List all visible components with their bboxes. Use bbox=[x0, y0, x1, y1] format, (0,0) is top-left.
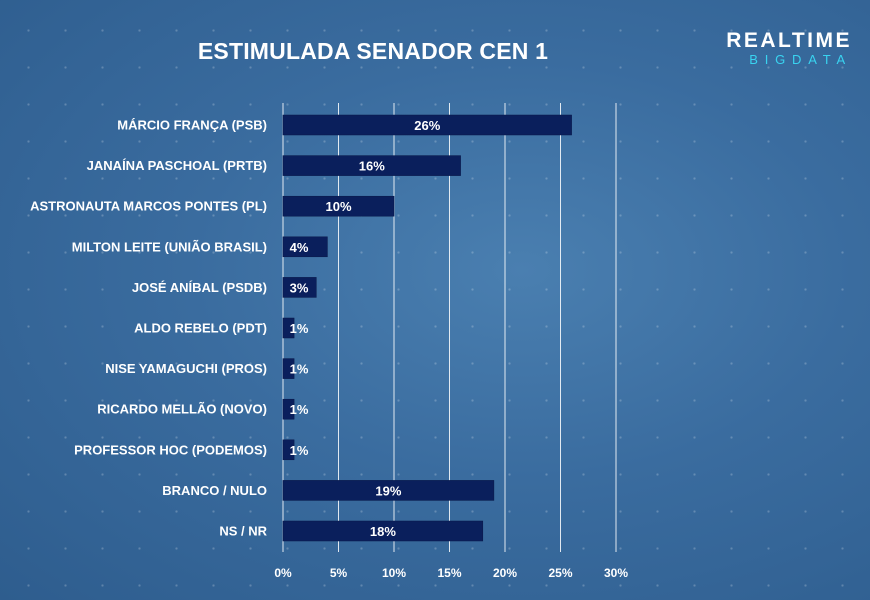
x-tick-label: 15% bbox=[437, 566, 461, 580]
value-label: 4% bbox=[290, 240, 309, 255]
bar bbox=[282, 236, 328, 258]
value-label: 1% bbox=[290, 402, 309, 417]
logo-line1: REALTIME bbox=[726, 29, 852, 52]
bar bbox=[282, 439, 295, 461]
value-label: 26% bbox=[414, 118, 440, 133]
category-label: MILTON LEITE (UNIÃO BRASIL) bbox=[72, 239, 267, 254]
x-tick-label: 0% bbox=[274, 566, 292, 580]
realtime-bigdata-logo: REALTIME BIGDATA bbox=[726, 30, 852, 67]
x-tick-label: 25% bbox=[548, 566, 572, 580]
value-label: 1% bbox=[290, 321, 309, 336]
bar bbox=[282, 114, 572, 136]
value-label: 18% bbox=[370, 524, 396, 539]
bar bbox=[282, 520, 484, 542]
category-label: PROFESSOR HOC (PODEMOS) bbox=[74, 442, 267, 457]
bar bbox=[282, 155, 461, 176]
category-label: MÁRCIO FRANÇA (PSB) bbox=[117, 118, 267, 133]
bar bbox=[282, 277, 317, 298]
bar bbox=[282, 480, 495, 501]
value-label: 1% bbox=[290, 362, 309, 377]
category-label: NS / NR bbox=[219, 524, 267, 539]
chart-title: ESTIMULADA SENADOR CEN 1 bbox=[197, 38, 549, 64]
bar bbox=[282, 398, 295, 420]
value-label: 16% bbox=[359, 159, 385, 174]
bar bbox=[282, 195, 395, 217]
value-label: 19% bbox=[375, 483, 401, 498]
x-tick-label: 20% bbox=[493, 566, 517, 580]
bar bbox=[282, 317, 295, 339]
value-label: 10% bbox=[325, 199, 351, 214]
value-label: 1% bbox=[290, 443, 309, 458]
x-tick-label: 5% bbox=[330, 566, 348, 580]
bar bbox=[282, 358, 295, 379]
category-label: NISE YAMAGUCHI (PROS) bbox=[105, 361, 267, 376]
x-tick-label: 10% bbox=[382, 566, 406, 580]
category-label: BRANCO / NULO bbox=[162, 483, 267, 498]
value-label: 3% bbox=[290, 280, 309, 295]
category-label: ASTRONAUTA MARCOS PONTES (PL) bbox=[30, 199, 267, 214]
category-label: JOSÉ ANÍBAL (PSDB) bbox=[132, 280, 267, 295]
category-label: ALDO REBELO (PDT) bbox=[134, 321, 267, 336]
category-label: RICARDO MELLÃO (NOVO) bbox=[97, 402, 267, 417]
logo-line2: BIGDATA bbox=[749, 52, 852, 67]
x-tick-label: 30% bbox=[604, 566, 628, 580]
category-label: JANAÍNA PASCHOAL (PRTB) bbox=[87, 158, 267, 173]
